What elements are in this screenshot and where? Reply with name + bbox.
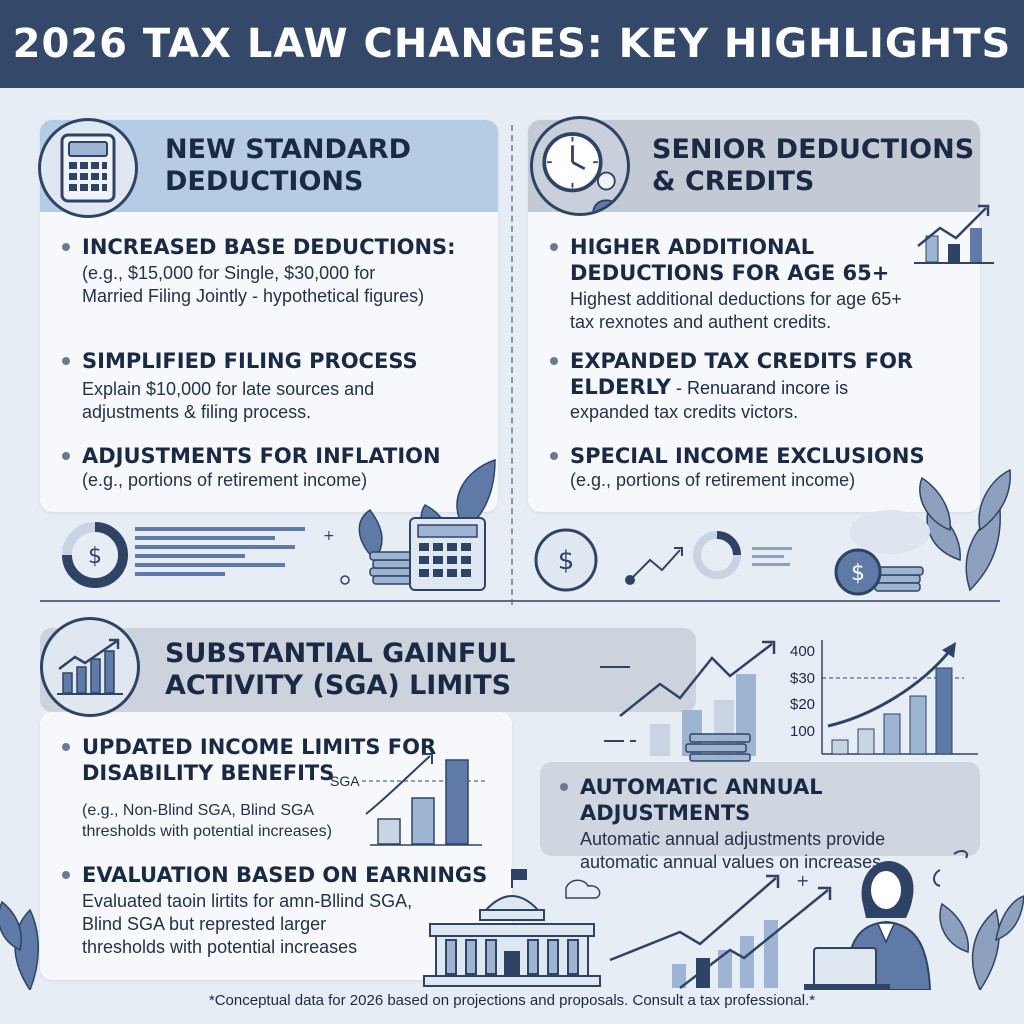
list-item: AUTOMATIC ANNUAL ADJUSTMENTS Automatic a… xyxy=(558,774,978,874)
bottom-illustration: + xyxy=(0,850,1024,990)
sga-limits-title: SUBSTANTIAL GAINFUL ACTIVITY (SGA) LIMIT… xyxy=(165,638,516,701)
axis-tick: $20 xyxy=(790,696,815,713)
government-building-icon xyxy=(423,869,601,987)
list-item: SPECIAL INCOME EXCLUSIONS (e.g., portion… xyxy=(548,443,988,492)
svg-text:$: $ xyxy=(851,561,865,586)
list-item: INCREASED BASE DEDUCTIONS: (e.g., $15,00… xyxy=(60,234,500,308)
list-item: HIGHER ADDITIONAL DEDUCTIONS FOR AGE 65+… xyxy=(548,234,928,334)
senior-finance-illustration: $ $ xyxy=(534,468,1011,596)
horizontal-divider xyxy=(40,600,1000,602)
svg-text:$: $ xyxy=(558,546,575,576)
list-item: UPDATED INCOME LIMITS FOR DISABILITY BEN… xyxy=(60,734,440,842)
calculator-illustration xyxy=(409,517,486,591)
clock-icon xyxy=(530,116,630,216)
growth-illustration xyxy=(600,640,776,762)
vertical-divider xyxy=(511,125,513,605)
person-icon xyxy=(804,861,932,990)
dollar-coin-icon: $ xyxy=(534,528,598,592)
sga-bar-chart: SGA xyxy=(330,753,486,846)
automatic-adjustments-box xyxy=(540,762,980,856)
list-item: SIMPLIFIED FILING PROCESS Explain $10,00… xyxy=(60,348,500,424)
plant-icon xyxy=(919,468,1011,592)
finance-illustration: $ + xyxy=(62,458,496,591)
sga-limits-header: SUBSTANTIAL GAINFUL ACTIVITY (SGA) LIMIT… xyxy=(40,628,696,712)
axis-tick: 100 xyxy=(790,723,815,740)
svg-text:$: $ xyxy=(88,544,102,569)
standard-deductions-title: NEW STANDARD DEDUCTIONS xyxy=(165,134,411,197)
list-item: EXPANDED TAX CREDITS FOR ELDERLY - Renua… xyxy=(548,348,988,424)
footer-note: *Conceptual data for 2026 based on proje… xyxy=(208,992,816,1009)
trend-chart-icon xyxy=(914,204,994,264)
plant-icon xyxy=(939,895,1024,990)
plant-icon xyxy=(0,900,39,990)
axis-tick: $30 xyxy=(790,670,815,687)
senior-deductions-title: SENIOR DEDUCTIONS & CREDITS xyxy=(652,134,975,197)
list-item: ADJUSTMENTS FOR INFLATION (e.g., portion… xyxy=(60,443,500,492)
donut-icon xyxy=(693,531,741,579)
svg-text:+: + xyxy=(796,871,809,890)
calculator-icon xyxy=(38,118,138,218)
values-chart: 400 $30 $20 100 xyxy=(790,640,978,755)
svg-text:+: + xyxy=(323,528,335,544)
page-title: 2026 TAX LAW CHANGES: KEY HIGHLIGHTS xyxy=(12,21,1012,67)
dollar-donut-icon: $ xyxy=(62,522,128,588)
axis-tick: 400 xyxy=(790,643,815,660)
list-item: EVALUATION BASED ON EARNINGS Evaluated t… xyxy=(60,862,500,959)
sga-label: SGA xyxy=(330,773,360,789)
growth-chart-icon xyxy=(40,617,140,717)
page-header: 2026 TAX LAW CHANGES: KEY HIGHLIGHTS xyxy=(0,0,1024,88)
